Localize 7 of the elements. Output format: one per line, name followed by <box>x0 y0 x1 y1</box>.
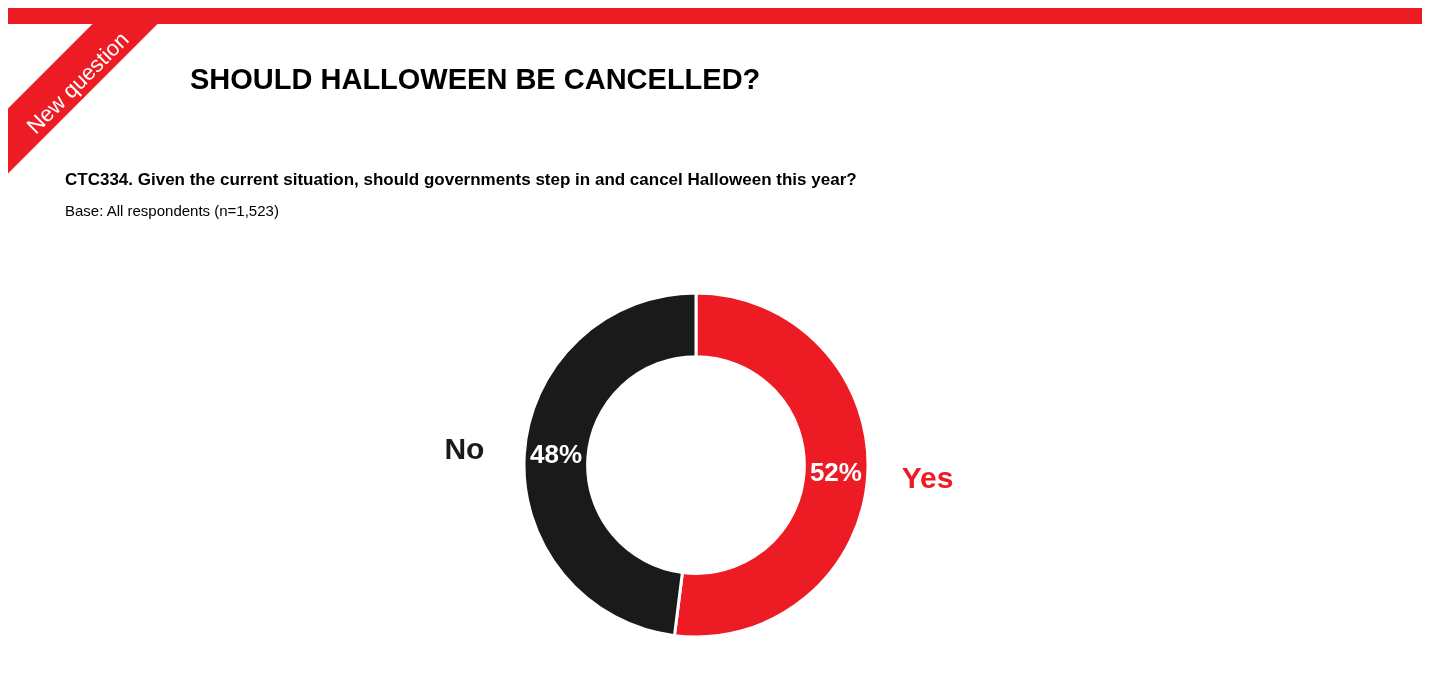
chart-title: SHOULD HALLOWEEN BE CANCELLED? <box>190 63 761 96</box>
text: Base: All respondents (n=1,523) <box>65 202 279 219</box>
slice-label: No <box>444 431 485 465</box>
slice-label: Yes <box>901 460 954 494</box>
data-label: 52% <box>809 456 862 487</box>
data-label: 48% <box>530 439 583 470</box>
chart-subtitle: CTC334. Given the current situation, should governments step in and cancel Halloween this year? <box>65 170 857 190</box>
